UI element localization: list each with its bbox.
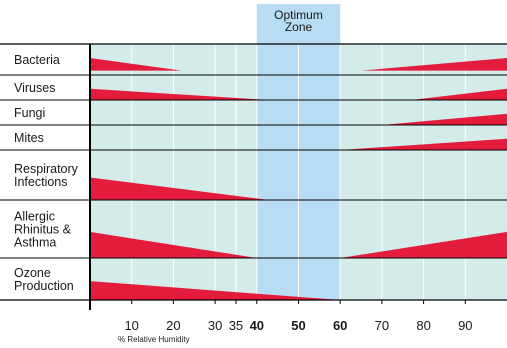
row-label-bacteria: Bacteria [14, 53, 60, 67]
row-label-ozone: Production [14, 279, 74, 293]
wedge-fungi-right [381, 113, 507, 125]
x-tick-label-10: 10 [124, 318, 138, 333]
x-axis-title: % Relative Humidity [118, 335, 190, 344]
wedge-respiratory-left [90, 177, 270, 200]
row-label-viruses: Viruses [14, 81, 55, 95]
optimum-zone-header [256, 4, 341, 44]
wedge-bacteria-left [90, 57, 182, 71]
wedge-bacteria-right [361, 57, 507, 71]
wedge-allergic-right [340, 231, 507, 258]
wedge-viruses-left [90, 88, 270, 100]
x-tick-label-40: 40 [250, 318, 264, 333]
row-label-fungi: Fungi [14, 106, 45, 120]
row-label-allergic: Rhinitus & [14, 223, 72, 237]
x-tick-label-35: 35 [229, 318, 243, 333]
wedge-ozone-left [90, 281, 341, 300]
wedge-mites-right [340, 138, 507, 150]
row-label-respiratory: Respiratory [14, 162, 79, 176]
optimum-zone-label: Optimum [274, 8, 323, 22]
wedge-viruses-right [411, 88, 507, 100]
row-label-mites: Mites [14, 131, 44, 145]
x-tick-label-30: 30 [208, 318, 222, 333]
row-label-allergic: Asthma [14, 236, 56, 250]
x-tick-label-50: 50 [291, 318, 305, 333]
row-label-respiratory: Infections [14, 175, 68, 189]
wedge-allergic-left [90, 231, 257, 258]
x-tick-label-80: 80 [416, 318, 430, 333]
optimum-zone-label: Zone [285, 20, 313, 34]
row-label-allergic: Allergic [14, 210, 55, 224]
x-tick-label-90: 90 [458, 318, 472, 333]
row-label-ozone: Ozone [14, 266, 51, 280]
x-tick-label-20: 20 [166, 318, 180, 333]
x-tick-label-60: 60 [333, 318, 347, 333]
x-tick-label-70: 70 [375, 318, 389, 333]
